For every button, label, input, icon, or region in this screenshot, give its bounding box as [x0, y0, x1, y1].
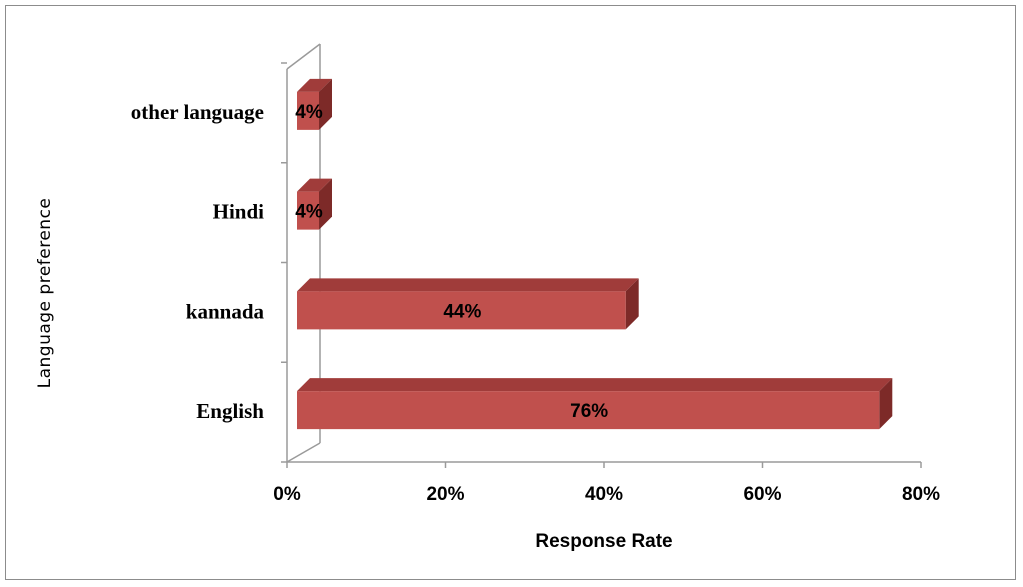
bar-data-label: 4% [295, 102, 323, 123]
bar-data-label: 4% [295, 202, 323, 223]
floor-depth-line [286, 442, 321, 463]
bar-front [297, 291, 626, 330]
bar-top [297, 278, 639, 292]
category-label: English [196, 399, 264, 423]
category-label: other language [131, 100, 264, 124]
bar-top [297, 378, 893, 392]
category-label: kannada [186, 299, 265, 323]
bar-top [297, 78, 332, 92]
bar-side [319, 178, 332, 230]
x-tick-label: 80% [902, 484, 940, 505]
bar-side [319, 78, 332, 130]
bar-side [879, 378, 893, 430]
bars [297, 78, 893, 430]
x-tick-label: 40% [585, 484, 623, 505]
bar-data-label: 76% [570, 401, 608, 422]
bar-data-label: 44% [443, 301, 481, 322]
x-tick-label: 0% [273, 484, 301, 505]
bar [297, 78, 332, 130]
bar [297, 378, 893, 430]
bar-front [297, 191, 319, 230]
bar-top [297, 178, 332, 192]
bar-side [625, 278, 639, 330]
top-depth-line [286, 43, 321, 70]
bar [297, 278, 639, 330]
x-tick-label: 60% [743, 484, 781, 505]
labels: 0% 20% 40% 60% 80% 76% English 44% kannada 4% Hind… [131, 100, 940, 505]
x-axis-title: Response Rate [535, 531, 672, 552]
bar-front [297, 391, 880, 430]
y-axis-title: Language preference [35, 198, 55, 389]
bar [297, 178, 332, 230]
bar-front [297, 91, 319, 130]
category-label: Hindi [213, 200, 265, 224]
x-tick-label: 20% [426, 484, 464, 505]
